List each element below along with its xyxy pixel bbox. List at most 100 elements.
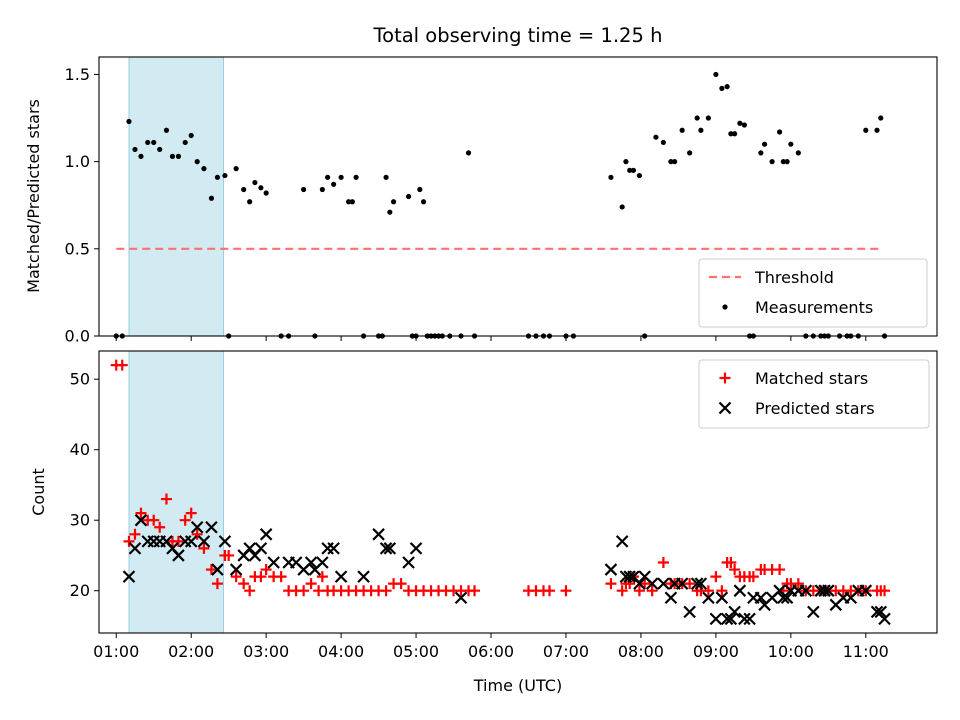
measurement-point [795,150,801,156]
xtick-label: 04:00 [318,642,364,661]
predicted-star-point [372,528,385,541]
measurement-point [694,115,700,121]
chart-title: Total observing time = 1.25 h [373,24,663,47]
xlabel: Time (UTC) [473,676,562,695]
predicted-star-point [357,570,370,583]
predicted-star-point [807,605,820,619]
legend-label: Threshold [754,268,834,287]
matched-star-point [560,585,572,597]
measurement-point [741,122,747,128]
measurement-point [660,139,667,146]
measurement-point [182,139,188,146]
matched-star-point [211,578,223,590]
measurement-point [788,141,794,147]
measurement-point [417,186,423,193]
measurement-point [713,71,719,78]
predicted-star-point [633,577,646,590]
predicted-star-point [675,577,689,590]
matched-star-point [729,564,741,576]
matched-star-point [223,549,235,561]
measurement-point [630,167,637,173]
measurement-point [157,146,163,153]
xtick-label: 02:00 [168,642,214,661]
matched-star-point [244,585,256,597]
bottom-legend: Matched stars Predicted stars [698,359,930,429]
matched-star-point [702,585,714,597]
measurement-point [762,141,768,147]
matched-star-point [316,571,328,583]
measurement-point [319,186,325,193]
legend-measurement-swatch [722,304,728,310]
matched-star-point [154,521,166,533]
matched-star-point [747,571,759,583]
measurement-point [349,199,355,205]
predicted-star-point [878,612,891,626]
predicted-star-point [184,535,198,548]
matched-star-point [710,571,722,583]
predicted-star-point [172,549,185,562]
measurement-point [188,132,194,139]
measurement-point [346,199,352,205]
predicted-star-point [243,542,256,555]
matched-star-point [260,564,272,576]
predicted-star-point [645,577,659,590]
xtick-label: 06:00 [468,642,514,661]
top-ytick-label: 1.0 [65,152,90,171]
measurement-point [390,199,397,205]
measurement-point [769,159,775,165]
measurement-point [301,186,307,193]
bottom-ytick-label: 50 [70,370,90,389]
predicted-star-point [874,605,888,619]
measurement-point [194,159,200,165]
predicted-star-point [218,535,232,548]
predicted-star-point [859,584,873,597]
measurement-point [737,120,743,126]
measurement-point [325,174,331,180]
bottom-ytick-label: 30 [70,511,90,530]
predicted-star-point [409,542,423,555]
predicted-star-point [254,542,268,555]
matched-star-point [657,557,669,568]
measurement-point [780,159,786,165]
measurement-point [169,153,176,159]
top-frame [98,56,938,337]
predicted-star-point [304,556,318,569]
predicted-star-point [229,563,243,576]
matched-star-point [135,507,147,519]
bottom-series-matched-stars [110,359,891,597]
top-ytick-label: 1.5 [65,65,90,84]
predicted-star-point [623,570,636,583]
predicted-star-point [694,577,708,590]
measurement-point [623,159,629,165]
predicted-star-point [728,605,741,619]
measurement-point [627,167,633,173]
top-shaded-interval [128,56,224,337]
predicted-star-point [205,520,218,534]
matched-star-point [275,571,287,583]
matched-star-point [116,359,128,371]
matched-star-point [230,571,242,583]
legend-label: Measurements [755,298,873,317]
matched-star-point [616,585,628,597]
measurement-point [151,139,157,146]
predicted-star-point [615,535,629,548]
matched-star-point [684,578,696,590]
measurement-point [214,174,221,180]
measurement-point [698,127,704,133]
matched-star-point [198,542,210,554]
matched-star-point [380,585,392,597]
measurement-point [338,174,344,180]
matched-star-point [646,585,658,597]
measurement-point [258,185,264,191]
measurement-point [126,118,132,125]
measurement-point [465,150,472,156]
matched-star-point [305,578,317,590]
measurement-point [705,115,711,121]
measurement-point [241,186,247,193]
measurement-point [222,172,228,179]
measurement-point [619,204,625,210]
measurement-point [608,174,614,180]
predicted-star-point [733,584,747,597]
predicted-star-point [780,591,794,605]
matched-star-point [160,493,172,505]
